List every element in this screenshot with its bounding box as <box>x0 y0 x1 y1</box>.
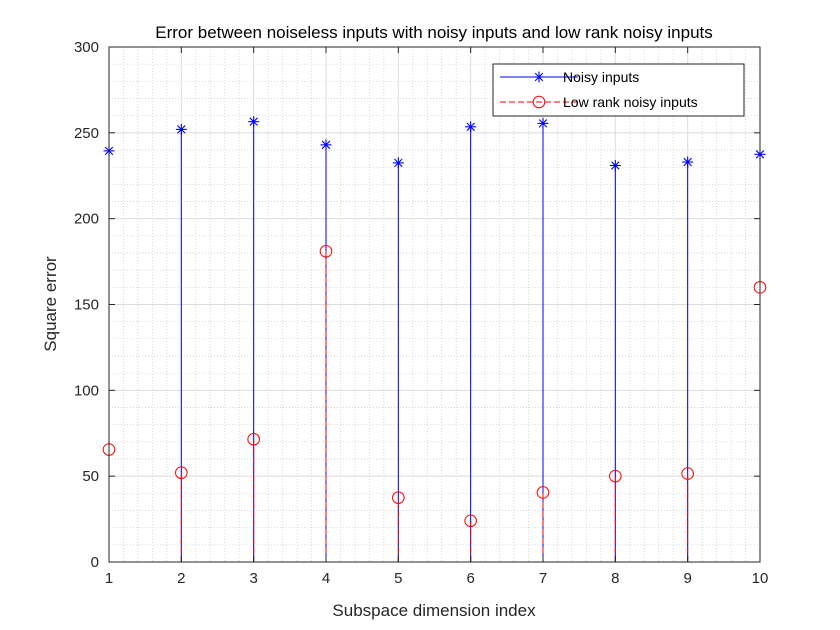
x-tick-label: 3 <box>249 570 257 587</box>
asterisk-stroke <box>321 140 331 150</box>
x-tick-label: 9 <box>683 570 691 587</box>
marker-lowrank <box>464 514 477 528</box>
x-tick-label: 10 <box>752 570 769 587</box>
asterisk-stroke <box>683 157 692 167</box>
legend-label-lowrank: Low rank noisy inputs <box>563 94 698 110</box>
major-grid <box>108 46 761 563</box>
x-tick-label: 1 <box>105 570 113 587</box>
asterisk-stroke <box>177 125 186 134</box>
marker-lowrank <box>175 466 188 480</box>
y-tick-label: 300 <box>74 39 99 56</box>
legend: Noisy inputs Low rank noisy inputs <box>492 63 745 117</box>
y-tick-label: 0 <box>91 554 99 571</box>
chart-title: Error between noiseless inputs with nois… <box>155 23 713 42</box>
y-tick-label: 50 <box>82 468 99 485</box>
y-tick-label: 100 <box>74 382 99 399</box>
asterisk-stroke <box>534 72 544 82</box>
legend-circle <box>532 95 546 109</box>
marker-noisy <box>465 121 477 133</box>
marker-noisy <box>609 159 621 171</box>
asterisk-stroke <box>394 158 403 168</box>
legend-marker-noisy <box>533 71 545 83</box>
legend-marker-lowrank <box>532 95 546 109</box>
asterisk-stroke <box>538 119 548 128</box>
marker-lowrank <box>392 491 405 504</box>
x-axis-label: Subspace dimension index <box>332 601 536 620</box>
marker-lowrank <box>536 486 550 499</box>
marker-noisy <box>682 156 694 168</box>
marker-lowrank <box>319 244 333 258</box>
marker-lowrank <box>247 432 260 446</box>
x-tick-label: 4 <box>322 570 330 587</box>
asterisk-stroke <box>611 161 620 170</box>
y-tick-label: 200 <box>74 211 99 228</box>
legend-asterisk <box>533 71 545 83</box>
marker-noisy <box>537 117 549 129</box>
legend-box <box>492 63 745 117</box>
marker-noisy <box>175 123 187 135</box>
y-axis-label: Square error <box>41 256 60 352</box>
y-tick-label: 150 <box>74 297 99 314</box>
marker-noisy <box>320 139 332 151</box>
x-tick-label: 5 <box>394 570 402 587</box>
x-tick-label: 8 <box>611 570 619 587</box>
x-tick-label: 7 <box>539 570 547 587</box>
marker-lowrank <box>609 469 622 483</box>
x-tick-label: 6 <box>466 570 474 587</box>
marker-lowrank <box>681 467 694 480</box>
asterisk-stroke <box>249 117 258 126</box>
asterisk-stroke <box>466 122 475 132</box>
marker-noisy <box>392 157 404 169</box>
x-tick-label: 2 <box>177 570 185 587</box>
y-tick-label: 250 <box>74 125 99 142</box>
marker-noisy <box>248 116 260 128</box>
legend-label-noisy: Noisy inputs <box>563 69 639 85</box>
